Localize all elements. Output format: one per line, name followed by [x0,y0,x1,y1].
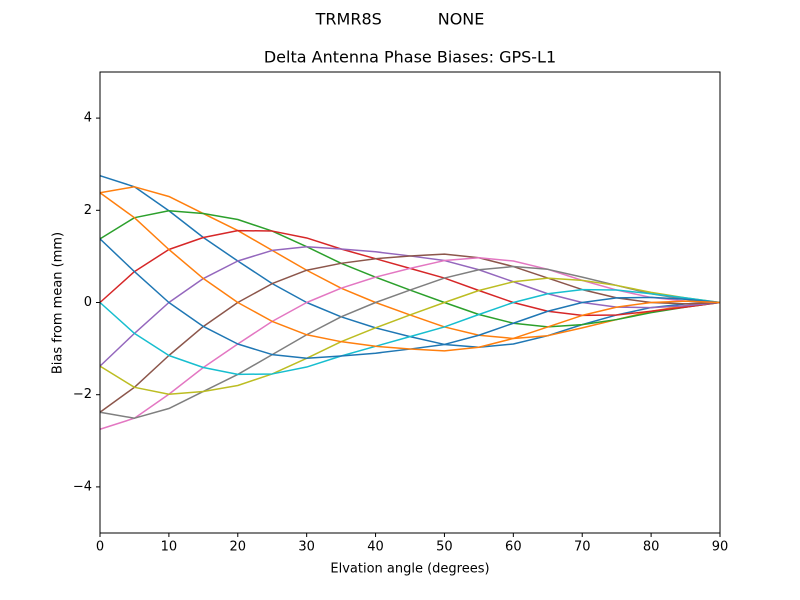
series-line [99,192,721,352]
x-tick-label: 10 [161,540,178,555]
y-tick-label: 2 [84,203,92,218]
series-line [99,288,721,376]
suptitle: TRMR8S NONE [315,10,485,29]
x-tick-label: 20 [230,540,247,555]
series-line [99,277,721,395]
y-axis-label: Bias from mean (mm) [51,232,66,374]
x-tick-label: 70 [574,540,591,555]
plot-area [99,175,721,430]
x-tick-label: 90 [712,540,729,555]
y-tick-label: −2 [73,387,92,402]
y-tick-label: 4 [84,111,92,126]
x-tick-label: 80 [643,540,660,555]
y-tick-label: 0 [84,295,92,310]
x-tick-label: 30 [298,540,315,555]
x-tick-label: 50 [436,540,453,555]
y-tick-label: −4 [73,479,92,494]
x-tick-label: 60 [505,540,522,555]
x-tick-label: 40 [367,540,384,555]
x-axis-label: Elvation angle (degrees) [330,562,489,577]
chart-title: Delta Antenna Phase Biases: GPS-L1 [264,48,556,67]
x-tick-label: 0 [96,540,104,555]
